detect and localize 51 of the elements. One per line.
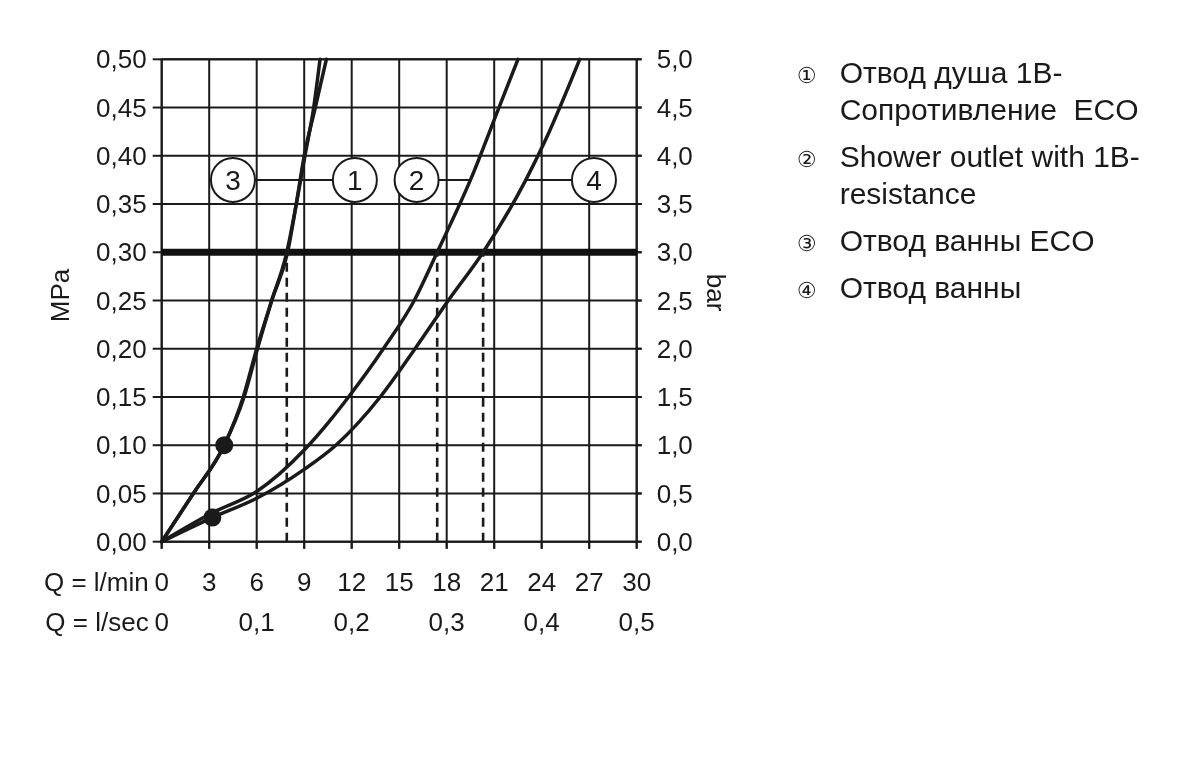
text: ④ Отвод ванны xyxy=(796,271,1022,305)
y-tick-label: 0,05 xyxy=(96,478,147,509)
x2-tick-label: 0 xyxy=(154,606,169,637)
y2-tick-label: 1,0 xyxy=(656,430,693,461)
y2-tick-label: 3,0 xyxy=(656,237,693,268)
annotation: 2 xyxy=(408,164,425,196)
y2-tick-label: 0,5 xyxy=(656,478,693,509)
y2-tick-label: 4,0 xyxy=(656,140,693,171)
y-tick-label: 0,45 xyxy=(96,92,147,123)
x2-tick-label: 0,1 xyxy=(238,606,275,637)
x-axis-title: Q = l/min xyxy=(43,566,149,597)
x-tick-label: 9 xyxy=(296,566,312,597)
y2-tick-label: 1,5 xyxy=(656,382,693,413)
y-tick-label: 0,00 xyxy=(96,526,147,557)
y-tick-label: 0,10 xyxy=(96,430,147,461)
y2-tick-label: 2,5 xyxy=(656,285,693,316)
x2-tick-label: 0,4 xyxy=(523,606,560,637)
x2-tick-label: 0,3 xyxy=(428,606,465,637)
y-tick-label: 0,20 xyxy=(96,333,147,364)
y-tick-label: 0,50 xyxy=(96,44,147,75)
y2-tick-label: 4,5 xyxy=(656,92,693,123)
annotation: 4 xyxy=(586,164,602,196)
y2-axis-title: bar xyxy=(700,273,731,312)
y-tick-label: 0,25 xyxy=(96,285,147,316)
x-tick-label: 24 xyxy=(527,566,557,597)
x-tick-label: 12 xyxy=(337,566,367,597)
y-tick-label: 0,35 xyxy=(96,189,147,220)
x-tick-label: 0 xyxy=(154,566,169,597)
y-axis-title: MPa xyxy=(45,268,76,323)
x-tick-label: 6 xyxy=(249,566,264,597)
y2-tick-label: 2,0 xyxy=(656,333,693,364)
x-tick-label: 21 xyxy=(479,566,509,597)
x2-tick-label: 0,2 xyxy=(333,606,370,637)
y-tick-label: 0,30 xyxy=(96,237,147,268)
text: ② Shower outlet with 1B-resistance xyxy=(796,140,1140,211)
y2-tick-label: 0,0 xyxy=(656,526,693,557)
x-tick-label: 18 xyxy=(432,566,462,597)
annotation: 1 xyxy=(347,164,363,196)
x2-axis-title: Q = l/sec xyxy=(45,606,149,637)
y-tick-label: 0,15 xyxy=(96,382,147,413)
text: ③ Отвод ванны ECO xyxy=(796,224,1095,258)
x-tick-label: 27 xyxy=(574,566,604,597)
x-tick-label: 15 xyxy=(384,566,414,597)
y2-tick-label: 3,5 xyxy=(656,189,693,220)
text: ① Отвод душа 1B-Сопротивление ECO xyxy=(796,56,1139,127)
x-tick-label: 30 xyxy=(622,566,652,597)
x-tick-label: 3 xyxy=(201,566,217,597)
x2-tick-label: 0,5 xyxy=(618,606,655,637)
y2-tick-label: 5,0 xyxy=(656,44,693,75)
y-tick-label: 0,40 xyxy=(96,140,147,171)
annotation: 3 xyxy=(225,164,241,196)
